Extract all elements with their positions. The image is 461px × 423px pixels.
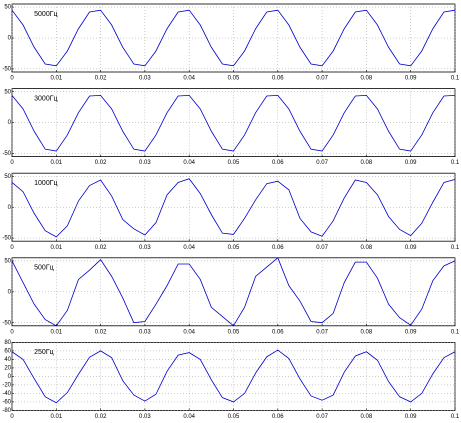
- x-tick-label: 0.06: [272, 76, 284, 82]
- y-tick-label: 40: [4, 357, 11, 363]
- x-tick-label: 0.04: [183, 76, 195, 82]
- y-tick-label: 20: [4, 365, 11, 371]
- y-tick-label: 50: [4, 5, 11, 11]
- y-tick-label: 50: [4, 174, 11, 180]
- x-tick-label: 0.06: [272, 160, 284, 166]
- x-tick-label: 0.03: [139, 245, 151, 251]
- x-tick-label: 0.09: [405, 329, 417, 335]
- x-tick-label: 0.09: [405, 414, 417, 420]
- x-tick-label: 0.01: [50, 160, 62, 166]
- x-tick-label: 0.09: [405, 160, 417, 166]
- x-tick-label: 0.03: [139, 160, 151, 166]
- annotation: 3000Гц: [34, 95, 57, 102]
- x-tick-label: 0.03: [139, 414, 151, 420]
- x-tick-label: 0.02: [95, 414, 107, 420]
- annotation: 5000Гц: [34, 11, 57, 18]
- x-tick-label: 0.02: [95, 76, 107, 82]
- x-tick-label: 0.05: [228, 76, 240, 82]
- y-tick-label: 0: [8, 289, 12, 295]
- x-tick-label: 0.09: [405, 76, 417, 82]
- x-tick-label: 0.08: [361, 76, 373, 82]
- x-tick-label: 0.01: [50, 414, 62, 420]
- x-tick-label: 0.04: [183, 160, 195, 166]
- x-tick-label: 0.1: [451, 76, 460, 82]
- y-tick-label: -60: [2, 399, 11, 405]
- x-tick-label: 0.1: [451, 329, 460, 335]
- x-tick-label: 0.05: [228, 414, 240, 420]
- y-tick-label: -80: [2, 408, 11, 414]
- x-tick-label: 0.04: [183, 329, 195, 335]
- x-tick-label: 0.08: [361, 245, 373, 251]
- y-tick-label: 0: [8, 36, 12, 42]
- x-tick-label: 0.08: [361, 414, 373, 420]
- signal-line: [11, 257, 456, 327]
- x-tick-label: 0.03: [139, 76, 151, 82]
- x-tick-label: 0.05: [228, 329, 240, 335]
- signal-line: [11, 9, 456, 67]
- x-tick-label: 0.09: [405, 245, 417, 251]
- x-tick-label: 0.01: [50, 76, 62, 82]
- y-tick-label: -50: [2, 320, 11, 326]
- x-tick-label: 0: [10, 245, 14, 251]
- y-tick-label: -50: [2, 66, 11, 72]
- x-tick-label: 0.04: [183, 245, 195, 251]
- y-tick-label: 0: [8, 205, 12, 211]
- x-tick-label: 0: [10, 329, 14, 335]
- x-tick-label: 0.04: [183, 414, 195, 420]
- x-tick-label: 0.07: [316, 414, 328, 420]
- x-tick-label: 0.05: [228, 160, 240, 166]
- x-tick-label: 0.07: [316, 329, 328, 335]
- y-tick-label: 60: [4, 348, 11, 354]
- x-tick-label: 0.1: [451, 414, 460, 420]
- x-tick-label: 0.08: [361, 160, 373, 166]
- x-tick-label: 0.02: [95, 329, 107, 335]
- y-tick-label: 0: [8, 120, 12, 126]
- x-tick-label: 0.02: [95, 245, 107, 251]
- y-tick-label: -20: [2, 382, 11, 388]
- x-tick-label: 0.01: [50, 329, 62, 335]
- signal-line: [11, 349, 456, 404]
- x-tick-label: 0.06: [272, 329, 284, 335]
- y-tick-label: -50: [2, 151, 11, 157]
- x-tick-label: 0.06: [272, 245, 284, 251]
- annotation: 1000Гц: [34, 180, 57, 187]
- annotation: 250Гц: [34, 349, 53, 356]
- x-tick-label: 0.1: [451, 245, 460, 251]
- x-tick-label: 0.1: [451, 160, 460, 166]
- x-tick-label: 0.08: [361, 329, 373, 335]
- x-tick-label: 0: [10, 414, 14, 420]
- y-tick-label: -50: [2, 236, 11, 242]
- y-tick-label: 80: [4, 340, 11, 346]
- x-tick-label: 0.06: [272, 414, 284, 420]
- signal-line: [11, 94, 456, 152]
- x-tick-label: 0: [10, 76, 14, 82]
- signal-line: [11, 178, 456, 238]
- x-tick-label: 0: [10, 160, 14, 166]
- x-tick-label: 0.03: [139, 329, 151, 335]
- y-tick-label: -40: [2, 391, 11, 397]
- x-tick-label: 0.05: [228, 245, 240, 251]
- x-tick-label: 0.07: [316, 245, 328, 251]
- x-tick-label: 0.02: [95, 160, 107, 166]
- y-tick-label: 50: [4, 89, 11, 95]
- y-tick-label: 50: [4, 258, 11, 264]
- y-tick-label: 0: [8, 374, 12, 380]
- x-tick-label: 0.07: [316, 76, 328, 82]
- x-tick-label: 0.07: [316, 160, 328, 166]
- annotation: 500Гц: [34, 265, 53, 272]
- x-tick-label: 0.01: [50, 245, 62, 251]
